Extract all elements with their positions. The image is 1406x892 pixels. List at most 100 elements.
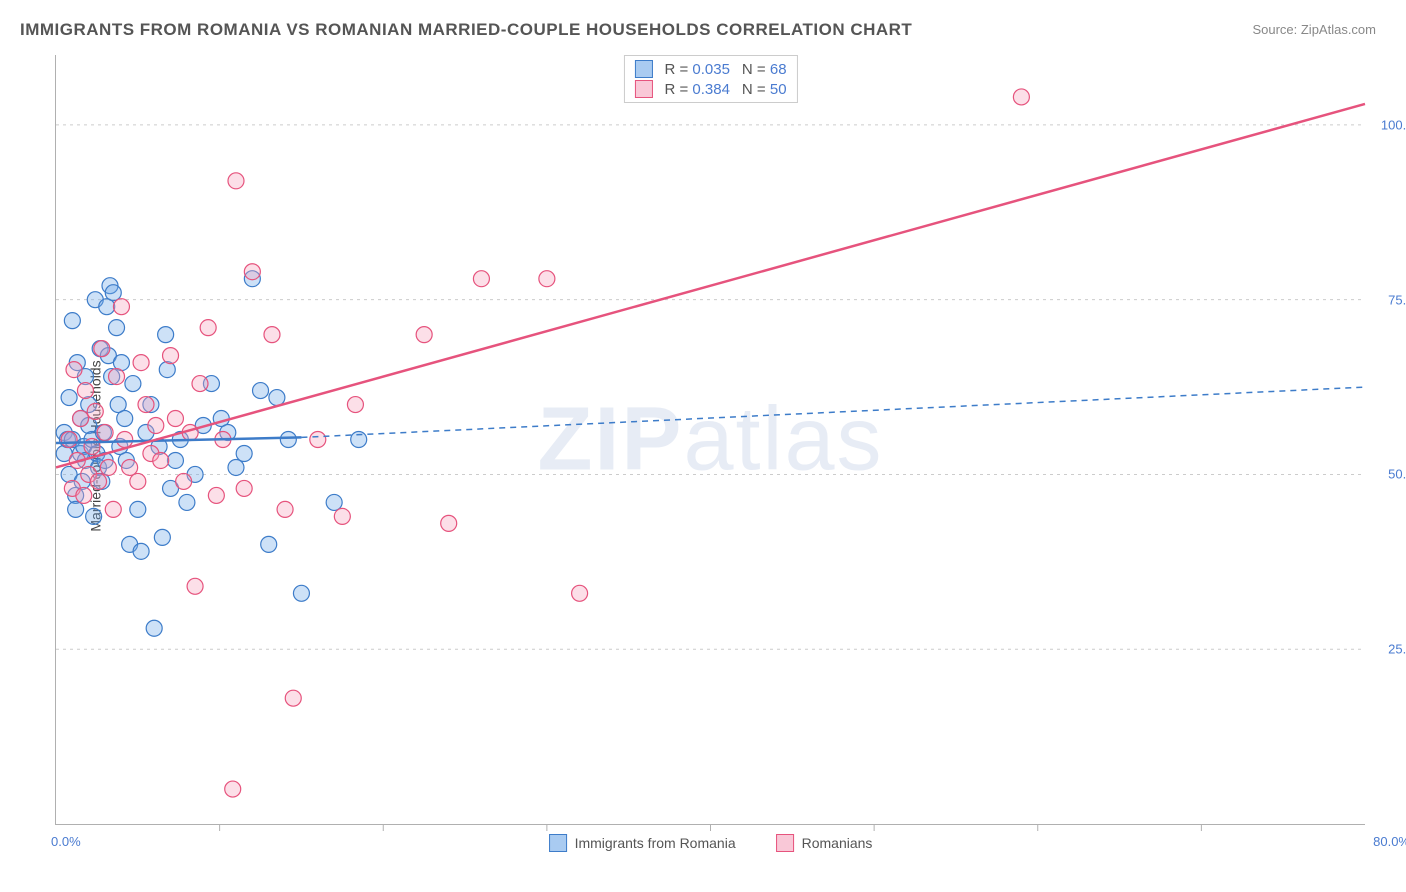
scatter-point <box>94 341 110 357</box>
scatter-point <box>109 369 125 385</box>
scatter-point <box>280 432 296 448</box>
r-value-0: 0.035 <box>692 61 730 78</box>
scatter-point <box>158 327 174 343</box>
source-name: ZipAtlas.com <box>1301 22 1376 37</box>
scatter-point <box>61 432 77 448</box>
scatter-point <box>109 320 125 336</box>
scatter-point <box>100 459 116 475</box>
scatter-point <box>154 529 170 545</box>
scatter-point <box>105 285 121 301</box>
source-prefix: Source: <box>1252 22 1300 37</box>
source-attribution: Source: ZipAtlas.com <box>1252 22 1376 37</box>
scatter-point <box>159 362 175 378</box>
scatter-point <box>138 397 154 413</box>
scatter-point <box>176 473 192 489</box>
scatter-point <box>441 515 457 531</box>
scatter-point <box>187 578 203 594</box>
n-value-1: 50 <box>770 81 787 98</box>
scatter-point <box>208 487 224 503</box>
scatter-point <box>86 508 102 524</box>
scatter-point <box>1013 89 1029 105</box>
scatter-point <box>228 459 244 475</box>
scatter-point <box>87 404 103 420</box>
r-label-1: R = <box>664 81 692 98</box>
legend-bottom: Immigrants from Romania Romanians <box>549 834 873 852</box>
legend-bottom-swatch-0 <box>549 834 567 852</box>
scatter-point <box>539 271 555 287</box>
scatter-point <box>253 383 269 399</box>
scatter-point <box>310 432 326 448</box>
scatter-point <box>225 781 241 797</box>
scatter-point <box>148 418 164 434</box>
y-tick-label: 25.0% <box>1388 642 1406 657</box>
scatter-point <box>269 390 285 406</box>
legend-swatch-1 <box>634 80 652 98</box>
trend-line-dash <box>301 387 1365 437</box>
scatter-point <box>105 501 121 517</box>
scatter-point <box>192 376 208 392</box>
legend-swatch-0 <box>634 60 652 78</box>
scatter-point <box>97 425 113 441</box>
scatter-point <box>334 508 350 524</box>
n-value-0: 68 <box>770 61 787 78</box>
legend-stats-box: R = 0.035 N = 68 R = 0.384 N = 50 <box>623 55 797 103</box>
scatter-point <box>347 397 363 413</box>
legend-stats-row-1: R = 0.384 N = 50 <box>634 80 786 98</box>
y-tick-label: 100.0% <box>1381 117 1406 132</box>
scatter-point <box>572 585 588 601</box>
scatter-point <box>66 362 82 378</box>
r-label-0: R = <box>664 61 692 78</box>
scatter-point <box>113 299 129 315</box>
legend-bottom-label-0: Immigrants from Romania <box>575 835 736 851</box>
scatter-point <box>326 494 342 510</box>
chart-title: IMMIGRANTS FROM ROMANIA VS ROMANIAN MARR… <box>20 20 912 40</box>
y-tick-label: 50.0% <box>1388 467 1406 482</box>
r-value-1: 0.384 <box>692 81 730 98</box>
legend-bottom-label-1: Romanians <box>802 835 873 851</box>
scatter-point <box>73 411 89 427</box>
scatter-point <box>130 501 146 517</box>
scatter-point <box>264 327 280 343</box>
legend-stats-row-0: R = 0.035 N = 68 <box>634 60 786 78</box>
scatter-point <box>261 536 277 552</box>
n-label-0: N = <box>742 61 770 78</box>
scatter-point <box>133 543 149 559</box>
scatter-point <box>130 473 146 489</box>
scatter-point <box>200 320 216 336</box>
scatter-point <box>228 173 244 189</box>
scatter-point <box>76 487 92 503</box>
scatter-point <box>153 452 169 468</box>
x-origin-label: 0.0% <box>51 834 81 849</box>
scatter-point <box>117 432 133 448</box>
scatter-point <box>61 390 77 406</box>
scatter-point <box>244 264 260 280</box>
scatter-point <box>163 348 179 364</box>
n-label-1: N = <box>742 81 770 98</box>
plot-area: ZIPatlas R = 0.035 N = 68 R = 0.384 N = … <box>55 55 1365 825</box>
scatter-point <box>416 327 432 343</box>
scatter-point <box>64 313 80 329</box>
scatter-point <box>117 411 133 427</box>
scatter-point <box>133 355 149 371</box>
legend-bottom-swatch-1 <box>776 834 794 852</box>
x-max-label: 80.0% <box>1373 834 1406 849</box>
scatter-point <box>293 585 309 601</box>
y-tick-label: 75.0% <box>1388 292 1406 307</box>
scatter-point <box>77 383 93 399</box>
scatter-point <box>167 452 183 468</box>
scatter-point <box>473 271 489 287</box>
scatter-point <box>167 411 183 427</box>
plot-svg <box>56 55 1365 824</box>
scatter-point <box>122 459 138 475</box>
scatter-point <box>125 376 141 392</box>
scatter-point <box>285 690 301 706</box>
scatter-point <box>236 480 252 496</box>
scatter-point <box>91 473 107 489</box>
legend-bottom-item-0: Immigrants from Romania <box>549 834 736 852</box>
scatter-point <box>179 494 195 510</box>
scatter-point <box>68 501 84 517</box>
scatter-point <box>351 432 367 448</box>
scatter-point <box>236 445 252 461</box>
legend-bottom-item-1: Romanians <box>776 834 873 852</box>
scatter-point <box>146 620 162 636</box>
